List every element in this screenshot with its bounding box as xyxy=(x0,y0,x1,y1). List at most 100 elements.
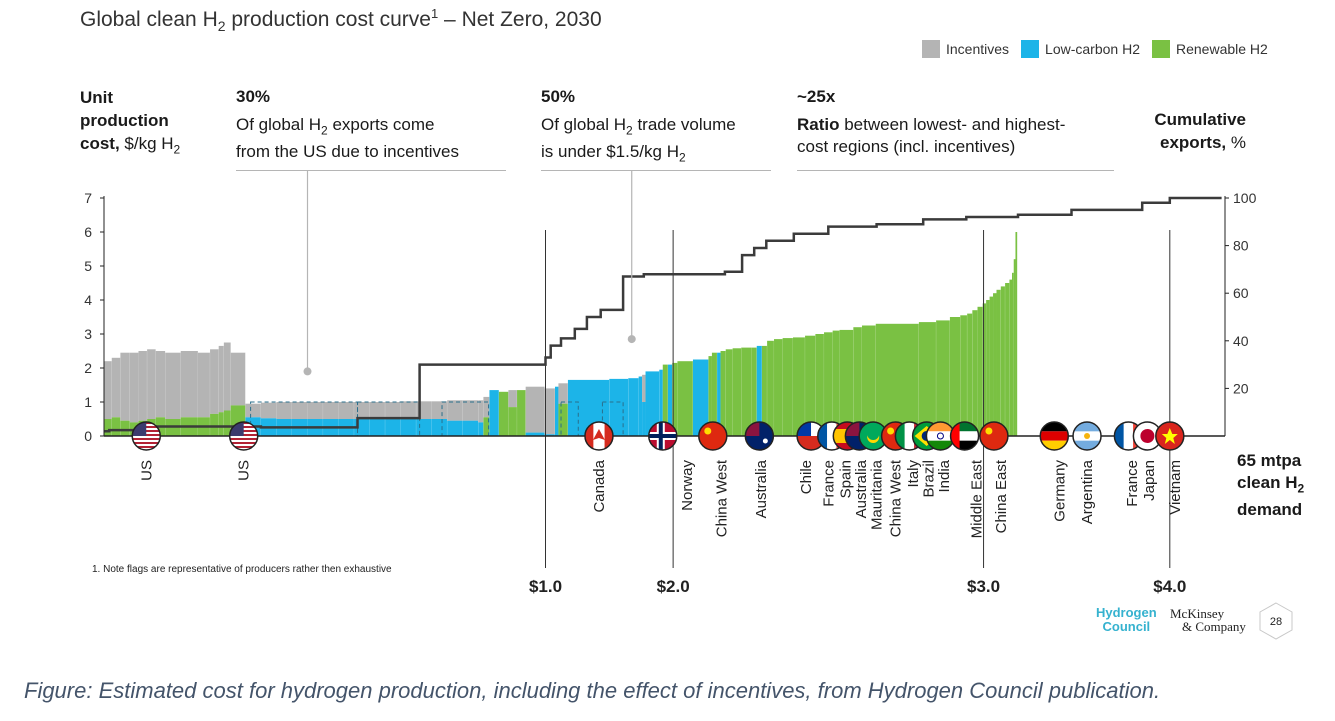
bar-incentive xyxy=(291,402,308,419)
flag-band xyxy=(1040,422,1069,432)
bar-renewable xyxy=(741,347,752,436)
flag-ae-icon xyxy=(950,422,979,450)
flag-us-icon xyxy=(132,422,161,450)
bar-lowcarbon xyxy=(659,369,663,436)
flag-band xyxy=(1040,431,1069,441)
bar-renewable xyxy=(767,340,775,436)
bar-renewable xyxy=(111,417,121,436)
bar-lowcarbon xyxy=(692,359,709,436)
bar-renewable xyxy=(498,391,509,436)
bar-lowcarbon xyxy=(431,419,448,436)
region-label: Chile xyxy=(798,460,815,494)
y-tick-label-left: 0 xyxy=(84,428,92,444)
bar-incentive xyxy=(369,402,386,419)
region-label: Spain xyxy=(838,460,855,498)
cumulative-line-layer xyxy=(104,196,1222,433)
flag-ring xyxy=(131,421,162,451)
flag-band xyxy=(817,422,828,450)
flag-ring xyxy=(744,421,775,451)
bar-incentive xyxy=(462,400,479,421)
annotation-rule xyxy=(236,170,506,171)
region-label: India xyxy=(936,459,953,492)
bar-incentive xyxy=(385,402,401,419)
flag-band xyxy=(950,431,979,441)
bar-incentive xyxy=(104,361,112,419)
flag-band xyxy=(926,440,955,450)
bar-incentive xyxy=(230,352,246,406)
price-marker-label: $4.0 xyxy=(1153,577,1186,596)
flag-band xyxy=(926,422,955,432)
bar-lowcarbon xyxy=(544,434,555,436)
bar-renewable xyxy=(672,362,678,436)
flag-band xyxy=(950,422,979,432)
region-label: Norway xyxy=(679,460,696,511)
bar-renewable xyxy=(711,352,718,436)
y-tick-label-left: 4 xyxy=(84,292,92,308)
bar-renewable xyxy=(1005,283,1010,436)
region-label: Italy xyxy=(905,460,922,488)
legend-swatch-low-carbon xyxy=(1021,40,1040,58)
flag-ring xyxy=(648,421,678,451)
bar-renewable xyxy=(993,293,997,436)
legend: Incentives Low-carbon H2 Renewable H2 xyxy=(922,40,1280,58)
region-label: Mauritania xyxy=(869,459,886,530)
bar-renewable xyxy=(989,296,994,436)
price-markers-layer: $1.0 $2.0 $3.0 $4.0 xyxy=(529,230,1186,596)
page-number: 28 xyxy=(1270,616,1282,628)
region-label: Germany xyxy=(1051,460,1068,522)
flag-de-icon xyxy=(1040,422,1069,450)
y-tick-label-right: 60 xyxy=(1233,285,1249,301)
flag-stripe xyxy=(132,446,161,448)
bar-incentive xyxy=(483,396,490,418)
bar-lowcarbon xyxy=(609,378,629,436)
bar-incentive xyxy=(431,401,448,419)
bar-incentive xyxy=(338,402,355,419)
bar-renewable xyxy=(662,364,668,436)
bar-renewable xyxy=(936,320,950,436)
bar-incentive xyxy=(180,351,198,418)
bar-renewable xyxy=(782,338,793,436)
bar-renewable xyxy=(120,420,130,436)
flag-band xyxy=(950,440,979,450)
bar-lowcarbon xyxy=(385,419,401,436)
region-labels-layer: US US Canada Norway China West Australia Chile… xyxy=(138,459,1184,538)
bar-renewable xyxy=(1000,286,1006,436)
flag-ring xyxy=(949,421,980,451)
bar-renewable xyxy=(960,315,968,436)
flag-star xyxy=(1161,428,1178,444)
bar-renewable xyxy=(1012,272,1014,436)
flag-in-icon xyxy=(926,422,955,450)
price-marker-label: $2.0 xyxy=(657,577,690,596)
bar-lowcarbon xyxy=(369,419,386,436)
bar-incentive xyxy=(218,345,224,413)
flag-star xyxy=(985,427,993,435)
bar-incentive xyxy=(129,352,139,423)
bar-incentive xyxy=(525,386,545,433)
bar-lowcarbon xyxy=(554,386,559,436)
bar-renewable xyxy=(677,361,693,436)
flag-vn-icon xyxy=(1155,422,1184,450)
bar-lowcarbon xyxy=(717,352,721,436)
mckinsey-logo: McKinsey & Company xyxy=(1170,606,1246,634)
flag-ring xyxy=(1072,421,1102,451)
bar-incentive xyxy=(544,388,555,435)
bar-renewable xyxy=(832,330,840,436)
bar-renewable xyxy=(861,325,876,436)
region-label: China West xyxy=(713,459,730,537)
flag-band xyxy=(1123,422,1134,450)
bar-incentive xyxy=(354,402,370,419)
flag-band xyxy=(1040,440,1069,450)
flag-field xyxy=(979,422,1008,450)
flag-band xyxy=(604,422,613,450)
bar-renewable xyxy=(761,345,768,436)
bar-lowcarbon xyxy=(400,419,417,436)
legend-item-low-carbon: Low-carbon H2 xyxy=(1021,40,1140,58)
bar-lowcarbon xyxy=(447,420,463,436)
hydrogen-council-logo: Hydrogen Council xyxy=(1096,605,1157,634)
region-label: Vietnam xyxy=(1167,460,1184,515)
bar-renewable xyxy=(986,300,990,436)
y-tick-label-right: 100 xyxy=(1233,190,1257,206)
flag-stripe xyxy=(229,438,258,440)
flag-ring xyxy=(1039,421,1070,451)
bar-renewable xyxy=(223,410,231,436)
